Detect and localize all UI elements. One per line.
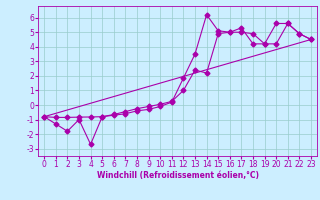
X-axis label: Windchill (Refroidissement éolien,°C): Windchill (Refroidissement éolien,°C) xyxy=(97,171,259,180)
